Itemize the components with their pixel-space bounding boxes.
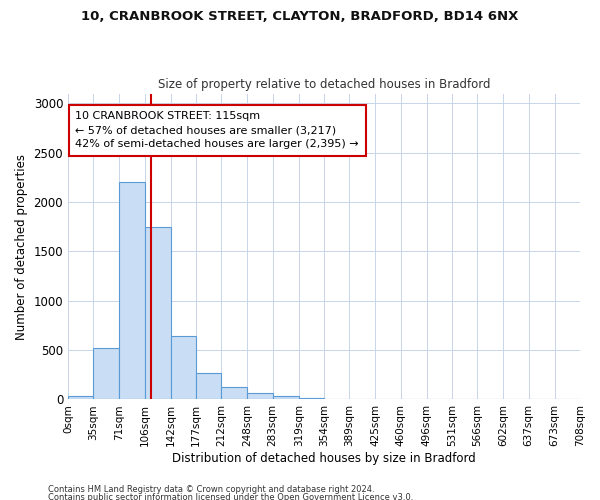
Bar: [221, 386, 247, 400]
Text: Contains HM Land Registry data © Crown copyright and database right 2024.: Contains HM Land Registry data © Crown c…: [48, 486, 374, 494]
Bar: [272, 396, 299, 400]
Bar: [247, 392, 272, 400]
Bar: [171, 336, 196, 400]
Bar: [299, 398, 324, 400]
Bar: [68, 396, 94, 400]
Bar: [196, 373, 221, 400]
X-axis label: Distribution of detached houses by size in Bradford: Distribution of detached houses by size …: [172, 452, 476, 465]
Text: 10 CRANBROOK STREET: 115sqm
← 57% of detached houses are smaller (3,217)
42% of : 10 CRANBROOK STREET: 115sqm ← 57% of det…: [75, 112, 359, 150]
Y-axis label: Number of detached properties: Number of detached properties: [15, 154, 28, 340]
Text: 10, CRANBROOK STREET, CLAYTON, BRADFORD, BD14 6NX: 10, CRANBROOK STREET, CLAYTON, BRADFORD,…: [82, 10, 518, 23]
Title: Size of property relative to detached houses in Bradford: Size of property relative to detached ho…: [158, 78, 490, 91]
Bar: [94, 348, 119, 400]
Bar: [145, 227, 171, 400]
Bar: [324, 398, 349, 400]
Bar: [119, 182, 145, 400]
Text: Contains public sector information licensed under the Open Government Licence v3: Contains public sector information licen…: [48, 492, 413, 500]
